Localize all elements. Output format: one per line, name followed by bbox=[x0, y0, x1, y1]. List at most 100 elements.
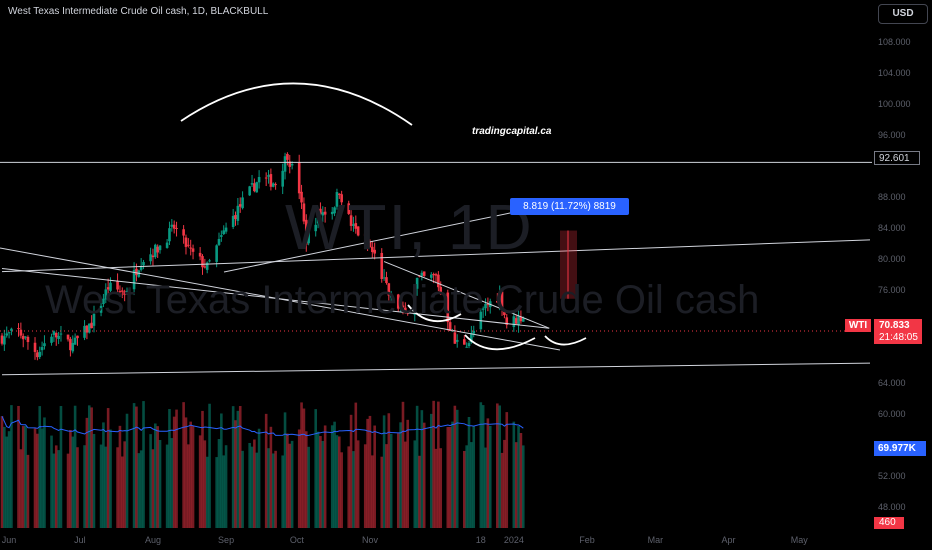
volume-bar bbox=[422, 422, 426, 528]
volume-bar bbox=[85, 417, 89, 528]
candle-body bbox=[205, 262, 209, 270]
volume-bar bbox=[116, 447, 119, 528]
candle-body bbox=[448, 322, 452, 331]
candle-body bbox=[271, 183, 275, 187]
candle-body bbox=[333, 207, 336, 214]
volume-bar bbox=[257, 428, 261, 528]
volume-bar bbox=[151, 449, 155, 528]
price-range-measure-label[interactable]: 8.819 (11.72%) 8819 bbox=[510, 198, 629, 215]
volume-bar bbox=[19, 449, 23, 528]
currency-button[interactable]: USD bbox=[878, 4, 928, 24]
price-axis-label: 104.000 bbox=[878, 68, 911, 78]
bar-countdown: 21:48:05 bbox=[879, 332, 918, 343]
last-price: 70.833 bbox=[879, 320, 910, 331]
candle-body bbox=[288, 161, 292, 167]
candle-body bbox=[66, 334, 70, 340]
candle-body bbox=[371, 246, 374, 253]
volume-bar bbox=[470, 442, 473, 528]
candle-body bbox=[154, 244, 157, 258]
candle-body bbox=[92, 313, 96, 326]
candle-body bbox=[467, 343, 471, 347]
candle-body bbox=[368, 241, 372, 248]
candle-body bbox=[201, 256, 204, 268]
volume-bar bbox=[290, 440, 294, 528]
candle-body bbox=[505, 317, 509, 325]
candle-body bbox=[3, 336, 6, 345]
volume-bar bbox=[224, 445, 228, 528]
volume-bar bbox=[455, 409, 459, 528]
volume-bar bbox=[271, 453, 275, 528]
time-axis-label: 18 bbox=[475, 535, 486, 545]
volume-bar bbox=[396, 433, 400, 528]
candle-body bbox=[387, 283, 391, 296]
level-price-tag: 92.601 bbox=[874, 151, 920, 165]
candle-body bbox=[434, 274, 438, 276]
time-axis-label: Aug bbox=[144, 535, 161, 545]
candle-body bbox=[73, 337, 77, 345]
candle-body bbox=[248, 186, 251, 196]
candle-body bbox=[389, 293, 393, 298]
candle-body bbox=[519, 316, 523, 322]
candle-body bbox=[19, 329, 23, 336]
volume-bar bbox=[40, 428, 44, 528]
volume-bar bbox=[380, 456, 384, 528]
volume-bar bbox=[54, 445, 58, 528]
volume-bar bbox=[512, 421, 516, 528]
volume-bar bbox=[283, 412, 287, 528]
candle-body bbox=[85, 325, 89, 333]
candle-body bbox=[76, 335, 79, 339]
volume-bar bbox=[50, 435, 53, 528]
volume-bar bbox=[319, 436, 322, 528]
volume-bar bbox=[340, 452, 343, 528]
candle-body bbox=[222, 230, 226, 235]
candle-body bbox=[132, 269, 136, 290]
volume-bar bbox=[484, 447, 487, 528]
volume-bar bbox=[137, 453, 141, 528]
volume-bar bbox=[215, 457, 218, 528]
price-axis-label: 108.000 bbox=[878, 37, 911, 47]
candle-body bbox=[269, 174, 273, 187]
volume-bar bbox=[154, 423, 157, 528]
volume-bar bbox=[187, 444, 190, 528]
volume-bar bbox=[413, 440, 417, 528]
volume-bar bbox=[503, 439, 506, 528]
candle-body bbox=[0, 335, 4, 344]
candle-body bbox=[187, 244, 190, 246]
volume-bar bbox=[352, 451, 355, 528]
volume-bar bbox=[255, 452, 259, 528]
volume-bar bbox=[76, 447, 79, 528]
volume-bar bbox=[106, 408, 110, 528]
volume-bar bbox=[172, 416, 176, 528]
candle-body bbox=[123, 291, 126, 296]
volume-bar bbox=[123, 441, 126, 528]
volume-bar bbox=[304, 431, 308, 528]
candle-body bbox=[156, 246, 159, 253]
volume-bar bbox=[231, 406, 235, 528]
candle-body bbox=[50, 336, 53, 343]
candle-body bbox=[57, 335, 60, 340]
candle-body bbox=[323, 211, 327, 215]
candle-body bbox=[465, 346, 468, 348]
axis-corner bbox=[872, 528, 932, 550]
candle-body bbox=[231, 215, 235, 227]
watermark-name: West Texas Intermediate Crude Oil cash bbox=[45, 278, 760, 322]
volume-bar bbox=[481, 405, 485, 528]
candle-body bbox=[38, 351, 42, 357]
volume-bar bbox=[92, 433, 96, 528]
price-axis-label: 52.000 bbox=[878, 471, 906, 481]
candle-body bbox=[54, 332, 58, 338]
candle-body bbox=[512, 316, 516, 328]
candle-body bbox=[498, 292, 501, 303]
volume-bar bbox=[415, 405, 419, 528]
volume-bar bbox=[368, 415, 372, 528]
volume-bar bbox=[269, 426, 273, 528]
volume-bar bbox=[21, 426, 25, 528]
candle-body bbox=[104, 289, 108, 300]
volume-bar bbox=[465, 445, 468, 528]
volume-bar bbox=[253, 439, 256, 528]
candle-body bbox=[120, 290, 124, 292]
candle-body bbox=[7, 332, 11, 334]
candle-body bbox=[184, 237, 188, 247]
volume-bar bbox=[66, 453, 70, 528]
